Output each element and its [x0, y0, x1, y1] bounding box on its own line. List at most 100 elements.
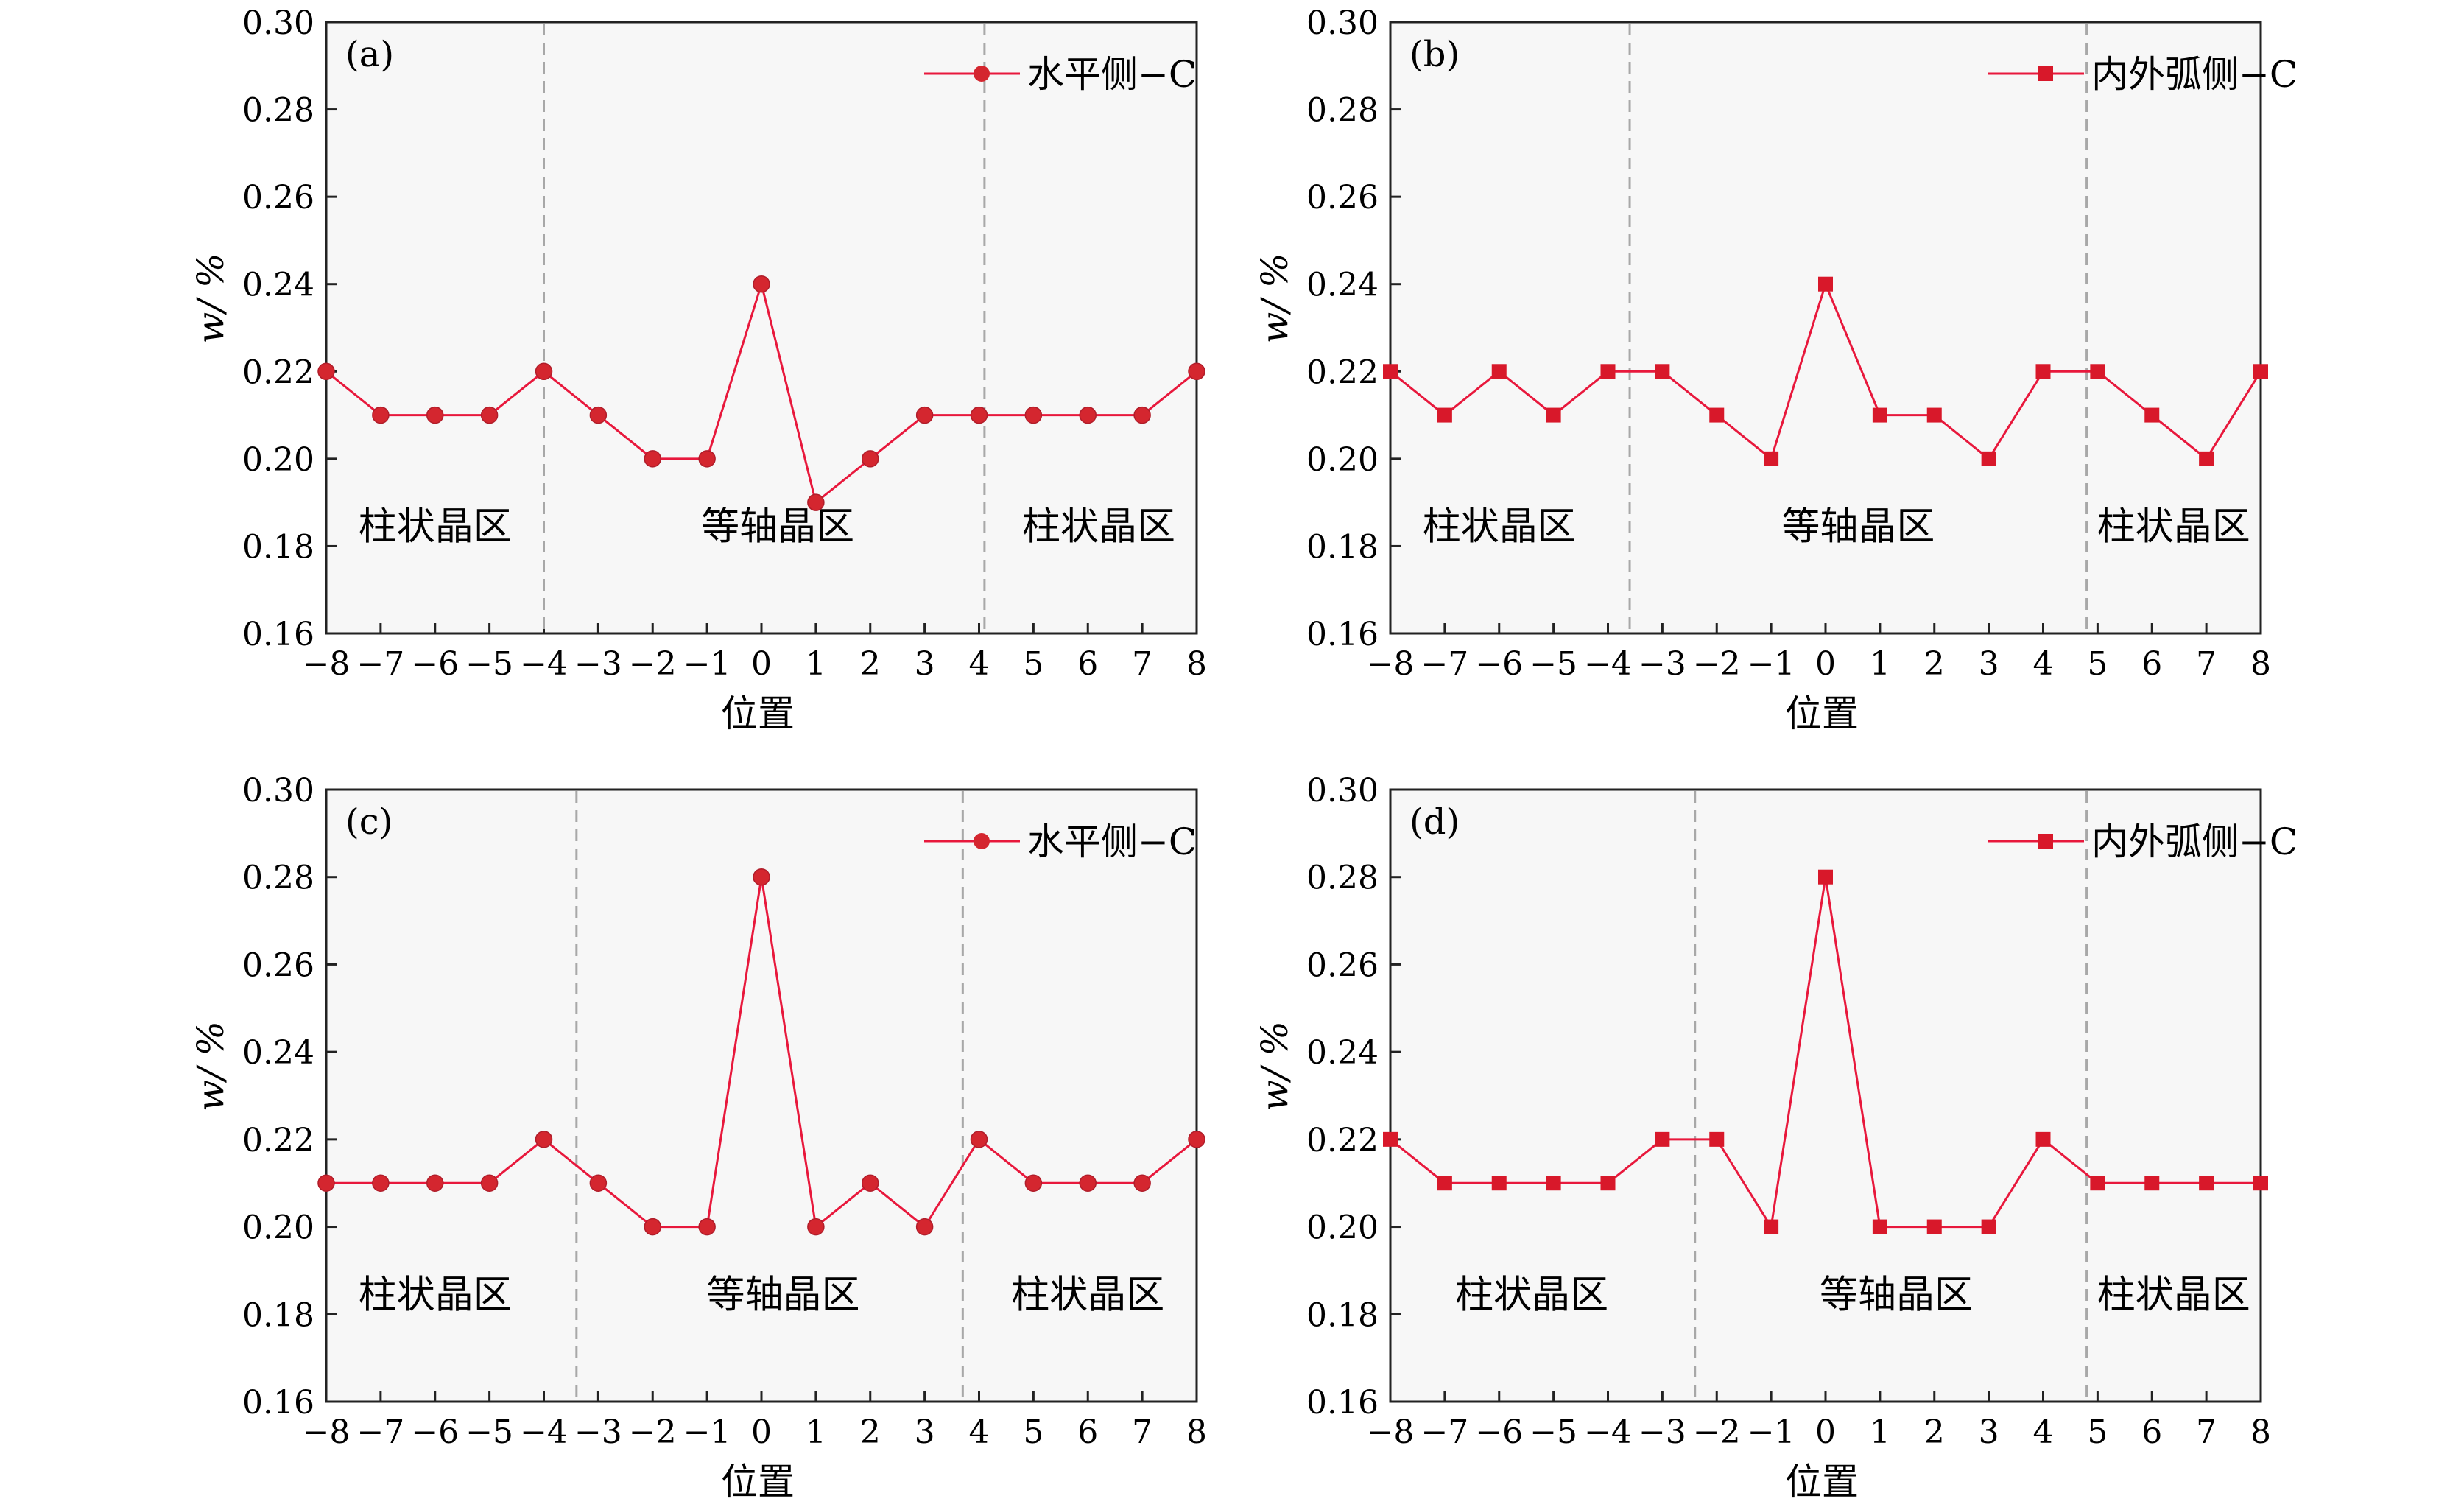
y-tick-label: 0.26	[1306, 179, 1379, 217]
data-point	[317, 362, 335, 381]
x-tick-label: 0	[1815, 645, 1836, 683]
y-tick-label: 0.20	[1306, 441, 1379, 479]
data-point	[372, 406, 390, 424]
x-tick-label: −8	[1367, 1413, 1415, 1451]
x-tick-label: −3	[574, 645, 622, 683]
y-tick-label: 0.22	[242, 354, 314, 391]
region-label: 等轴晶区	[707, 1273, 860, 1317]
panel-b: −8 −7 −6 −5 −4 −3 −2 −1 0 1 2 3 4 5 6 7 8 0.16 0.18 0.20 0.2…	[1253, 4, 2298, 735]
data-point	[753, 868, 770, 886]
x-axis-title: 位置	[721, 692, 795, 735]
data-point	[535, 1131, 553, 1148]
data-point	[1872, 1219, 1887, 1234]
y-tick-label: 0.18	[242, 528, 314, 566]
x-tick-label: −2	[629, 645, 677, 683]
data-point	[970, 1131, 988, 1148]
x-axis-title: 位置	[1785, 692, 1859, 735]
data-point	[1491, 364, 1507, 379]
x-tick-label: −7	[356, 645, 404, 683]
data-point	[589, 1174, 608, 1192]
data-point	[1491, 1176, 1507, 1191]
region-label: 柱状晶区	[359, 1273, 512, 1317]
x-tick-label: 3	[1979, 645, 1999, 683]
data-point	[1188, 362, 1205, 381]
x-tick-label: 8	[1186, 645, 1207, 683]
plot-area	[325, 21, 1198, 635]
data-point	[1024, 1174, 1043, 1192]
legend-label: 水平侧−C	[1027, 53, 1197, 96]
data-point	[2253, 364, 2268, 379]
data-point	[1437, 407, 1452, 423]
y-tick-label: 0.22	[242, 1122, 314, 1159]
y-tick-label: 0.28	[1306, 860, 1379, 897]
x-tick-label: −8	[303, 1413, 351, 1451]
y-tick-label: 0.20	[242, 1209, 314, 1247]
x-tick-label: −5	[465, 645, 513, 683]
x-tick-label: 1	[1870, 645, 1890, 683]
panel-tag: (c)	[345, 801, 393, 843]
legend-marker	[2038, 834, 2053, 849]
data-point	[426, 406, 444, 424]
data-point	[644, 450, 661, 468]
x-tick-label: −2	[1693, 645, 1741, 683]
data-point	[1981, 1219, 1996, 1234]
x-tick-label: −6	[411, 645, 459, 683]
data-point	[1818, 869, 1833, 885]
data-point	[1024, 406, 1043, 424]
y-tick-label: 0.18	[1306, 528, 1379, 566]
data-point	[480, 1174, 499, 1192]
y-tick-label: 0.24	[1306, 1034, 1379, 1072]
data-point	[915, 1218, 934, 1236]
region-label: 等轴晶区	[1820, 1273, 1973, 1317]
x-tick-label: 7	[2196, 645, 2217, 683]
data-point	[698, 450, 716, 468]
x-tick-label: −5	[465, 1413, 513, 1451]
x-tick-label: 2	[860, 645, 881, 683]
data-point	[1981, 451, 1996, 466]
x-tick-label: 6	[2141, 1413, 2162, 1451]
y-axis-title: w/ %	[1253, 253, 1296, 343]
x-tick-label: 6	[2141, 645, 2162, 683]
y-tick-label: 0.30	[242, 4, 314, 42]
x-tick-label: −1	[1747, 1413, 1795, 1451]
x-tick-label: −8	[1367, 645, 1415, 683]
plot-area	[325, 788, 1198, 1403]
data-point	[1383, 1131, 1398, 1147]
y-tick-label: 0.30	[242, 772, 314, 809]
y-tick-label: 0.22	[1306, 1122, 1379, 1159]
y-tick-label: 0.16	[1306, 1384, 1379, 1422]
y-tick-label: 0.30	[1306, 4, 1379, 42]
data-point	[862, 450, 879, 468]
x-tick-label: 8	[1186, 1413, 1207, 1451]
x-tick-label: 2	[1924, 645, 1945, 683]
data-point	[753, 275, 770, 293]
legend-label: 水平侧−C	[1027, 821, 1197, 863]
y-tick-label: 0.16	[1306, 616, 1379, 653]
data-point	[1709, 407, 1725, 423]
x-tick-label: 8	[2250, 645, 2271, 683]
x-tick-label: 1	[806, 1413, 826, 1451]
region-label: 柱状晶区	[1022, 505, 1175, 549]
data-point	[807, 493, 825, 511]
data-point	[644, 1218, 661, 1236]
x-tick-label: 5	[1023, 645, 1043, 683]
region-label: 柱状晶区	[2097, 505, 2250, 549]
x-tick-label: −6	[1475, 645, 1523, 683]
x-tick-label: 4	[2033, 1413, 2054, 1451]
data-point	[915, 406, 934, 424]
x-tick-label: −4	[520, 1413, 568, 1451]
data-point	[1764, 451, 1779, 466]
y-tick-label: 0.28	[242, 92, 314, 130]
data-point	[2090, 364, 2105, 379]
x-axis-title: 位置	[721, 1461, 795, 1503]
data-point	[970, 406, 988, 424]
region-label: 柱状晶区	[2097, 1273, 2250, 1317]
x-tick-label: −7	[1421, 645, 1468, 683]
data-point	[480, 406, 499, 424]
panel-c: −8 −7 −6 −5 −4 −3 −2 −1 0 1 2 3 4 5 6 7 8 0.16 0.18 0.20 0.2…	[189, 772, 1207, 1503]
x-tick-label: −4	[520, 645, 568, 683]
legend-marker	[2038, 66, 2053, 81]
x-tick-label: −5	[1530, 1413, 1577, 1451]
x-tick-label: 5	[2087, 1413, 2108, 1451]
legend-marker	[974, 833, 990, 849]
